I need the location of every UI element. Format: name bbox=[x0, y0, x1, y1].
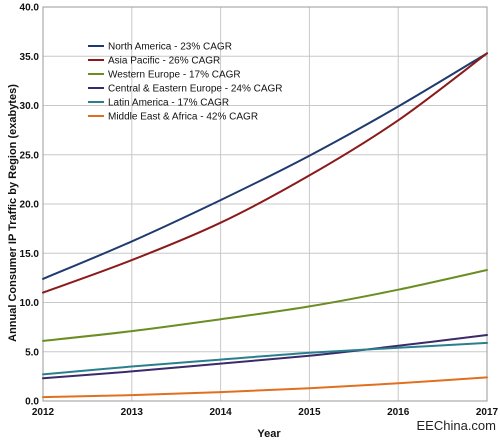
plot-area-border bbox=[42, 6, 488, 402]
grid bbox=[42, 6, 488, 402]
legend-label: Western Europe - 17% CAGR bbox=[108, 70, 241, 81]
series-line-1 bbox=[42, 52, 488, 280]
series-line-3 bbox=[42, 269, 488, 342]
y-tick-label: 20.0 bbox=[20, 200, 40, 211]
y-tick-label: 15.0 bbox=[20, 249, 40, 260]
x-tick-label: 2014 bbox=[209, 407, 232, 418]
y-tick-label: 5.0 bbox=[25, 347, 39, 358]
y-tick-label: 30.0 bbox=[20, 101, 40, 112]
legend: North America - 23% CAGR Asia Pacific - 2… bbox=[88, 42, 283, 123]
y-tick-label: 25.0 bbox=[20, 150, 40, 161]
y-axis-title: Annual Consumer IP Traffic by Region (ex… bbox=[7, 84, 19, 342]
legend-label: Middle East & Africa - 42% CAGR bbox=[108, 112, 258, 123]
legend-label: Asia Pacific - 26% CAGR bbox=[108, 56, 220, 67]
axes: 0.0 5.0 10.0 15.0 20.0 25.0 30.0 35.0 40.0 2012 20… bbox=[20, 3, 499, 419]
x-axis-title: Year bbox=[257, 428, 281, 440]
y-tick-label: 40.0 bbox=[20, 3, 40, 14]
legend-label: Latin America - 17% CAGR bbox=[108, 98, 229, 109]
x-tick-label: 2013 bbox=[121, 407, 144, 418]
series-line-6 bbox=[42, 376, 488, 399]
x-tick-label: 2015 bbox=[298, 407, 321, 418]
series-line-4 bbox=[42, 334, 488, 380]
y-tick-label: 35.0 bbox=[20, 52, 40, 63]
legend-label: North America - 23% CAGR bbox=[108, 42, 232, 53]
series-line-5 bbox=[42, 341, 488, 376]
legend-label: Central & Eastern Europe - 24% CAGR bbox=[108, 84, 283, 95]
y-tick-label: 10.0 bbox=[20, 298, 40, 309]
y-tick-label: 0.0 bbox=[25, 397, 39, 408]
watermark-text: EEChina.com bbox=[417, 418, 496, 433]
series-lines bbox=[42, 52, 488, 399]
x-tick-label: 2012 bbox=[32, 407, 55, 418]
x-tick-label: 2016 bbox=[387, 407, 410, 418]
series-line-2 bbox=[42, 52, 488, 294]
x-tick-label: 2017 bbox=[476, 407, 499, 418]
